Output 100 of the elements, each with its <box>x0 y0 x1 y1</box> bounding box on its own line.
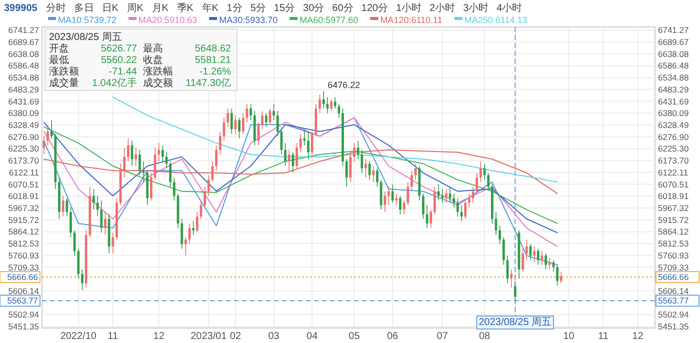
y-tick-label: 6534.88 <box>8 72 40 83</box>
candlestick <box>445 188 448 204</box>
candlestick <box>150 172 152 201</box>
candlestick <box>288 150 290 172</box>
candlestick <box>334 96 336 109</box>
candlestick <box>310 131 314 155</box>
candlestick <box>556 264 558 286</box>
legend-label: MA30:5933.70 <box>219 15 278 25</box>
candlestick <box>77 248 80 279</box>
candlestick <box>100 200 103 234</box>
y2-tick-label: 5760.93 <box>658 250 689 260</box>
x-tick-label: 06 <box>386 331 399 342</box>
x-tick-label: 02 <box>230 331 242 342</box>
candlestick <box>502 236 505 266</box>
candlestick <box>50 120 53 139</box>
candlestick <box>452 193 456 208</box>
candlestick <box>536 248 540 266</box>
candlestick <box>62 195 64 217</box>
candlestick <box>134 147 138 166</box>
candlestick <box>372 166 375 182</box>
x-tick-label: 03 <box>268 331 280 342</box>
candlestick <box>410 170 413 192</box>
candlestick <box>226 108 230 128</box>
candlestick <box>70 206 72 238</box>
y-tick-label: 5967.32 <box>8 202 40 213</box>
candlestick <box>142 161 145 182</box>
x-tick-label: 12 <box>153 331 165 342</box>
x-tick-label: 07 <box>436 331 448 342</box>
candlestick <box>498 225 502 245</box>
annotation: 6476.22 <box>328 80 360 90</box>
candlestick <box>395 193 398 206</box>
y-tick-label: 5709.33 <box>8 262 40 272</box>
y2-tick-label: 6018.91 <box>658 191 689 202</box>
y-tick-label: 6122.11 <box>8 167 40 178</box>
candlestick <box>307 131 310 160</box>
candlestick <box>514 280 516 302</box>
x-tick-label: 2022/10 <box>60 331 97 342</box>
y-tick-label: 5606.14 <box>8 286 40 296</box>
candlestick <box>406 182 410 206</box>
y-tick-label: 6173.70 <box>8 156 40 166</box>
legend-label: MA10:5739.72 <box>58 15 117 25</box>
y2-tick-label: 5606.14 <box>658 286 689 296</box>
candlestick <box>318 94 321 114</box>
candlestick <box>476 172 478 194</box>
text: 开盘 5626.77 <box>49 44 137 54</box>
y2-tick-label: 5967.32 <box>658 202 689 213</box>
candlestick <box>422 193 424 220</box>
candlestick <box>456 198 459 217</box>
legend-label: MA20:5910.63 <box>138 15 198 25</box>
candlestick <box>207 174 210 196</box>
candlestick <box>196 212 198 234</box>
candlestick <box>326 96 329 114</box>
line-series <box>43 149 558 194</box>
legend-label: MA250:6114.13 <box>464 15 528 25</box>
candlestick <box>276 110 279 137</box>
y-tick-label: 6018.91 <box>8 191 40 202</box>
y-tick-label: 6070.51 <box>8 179 40 190</box>
candlestick <box>487 172 490 190</box>
x-tick-label: 11 <box>108 331 118 342</box>
text: 分时 多日 日K 周K 月K 季K 年K 1分 5分 15分 30分 60分 120分 1小时 2小时 3小时 4小时 <box>46 3 522 14</box>
candlestick <box>169 161 172 188</box>
y-tick-label: 5760.93 <box>8 250 40 260</box>
candlestick <box>66 198 68 217</box>
x-tick-label: 2023/01 <box>190 331 228 342</box>
y-tick-label: 5502.94 <box>8 310 40 320</box>
y2-tick-label: 6070.51 <box>658 179 689 190</box>
y2-tick-label: 6122.11 <box>658 167 688 178</box>
candlestick <box>104 212 106 236</box>
candlestick <box>158 142 160 162</box>
y-tick-label: 6689.67 <box>8 37 40 48</box>
y-tick-label: 6483.29 <box>8 84 40 94</box>
y-tick-label: 6380.09 <box>8 108 40 118</box>
y2-tick-label: 6380.09 <box>658 108 689 118</box>
candlestick <box>376 168 378 188</box>
candlestick <box>338 104 340 118</box>
candlestick <box>261 110 264 130</box>
candlestick <box>349 152 352 182</box>
y2-tick-label: 5709.33 <box>658 262 689 272</box>
candlestick <box>522 248 524 272</box>
candlestick <box>218 131 222 155</box>
candlestick <box>368 161 371 180</box>
x-tick-label: 11 <box>598 331 609 342</box>
text: 涨跌幅 -1.26% <box>143 66 231 78</box>
candlestick <box>399 195 402 215</box>
candlestick <box>73 230 76 256</box>
x-tick-label: 12 <box>632 331 644 342</box>
y2-tick-label: 5915.72 <box>658 214 689 225</box>
y2-tick-label: 5451.35 <box>658 322 689 332</box>
legend-label: MA60:5977.60 <box>300 15 358 25</box>
text: 涨跌额 -71.44 <box>49 66 137 78</box>
text: 最低 5560.22 <box>49 55 137 66</box>
candlestick <box>430 209 432 228</box>
candlestick <box>510 269 513 288</box>
y2-tick-label: 6431.69 <box>658 96 689 106</box>
candlestick <box>353 142 356 162</box>
candlestick <box>356 140 360 160</box>
candlestick <box>299 133 302 153</box>
y2-tick-label: 6483.29 <box>658 84 689 94</box>
line-series <box>112 96 558 183</box>
y2-tick-label: 6328.49 <box>658 120 689 130</box>
